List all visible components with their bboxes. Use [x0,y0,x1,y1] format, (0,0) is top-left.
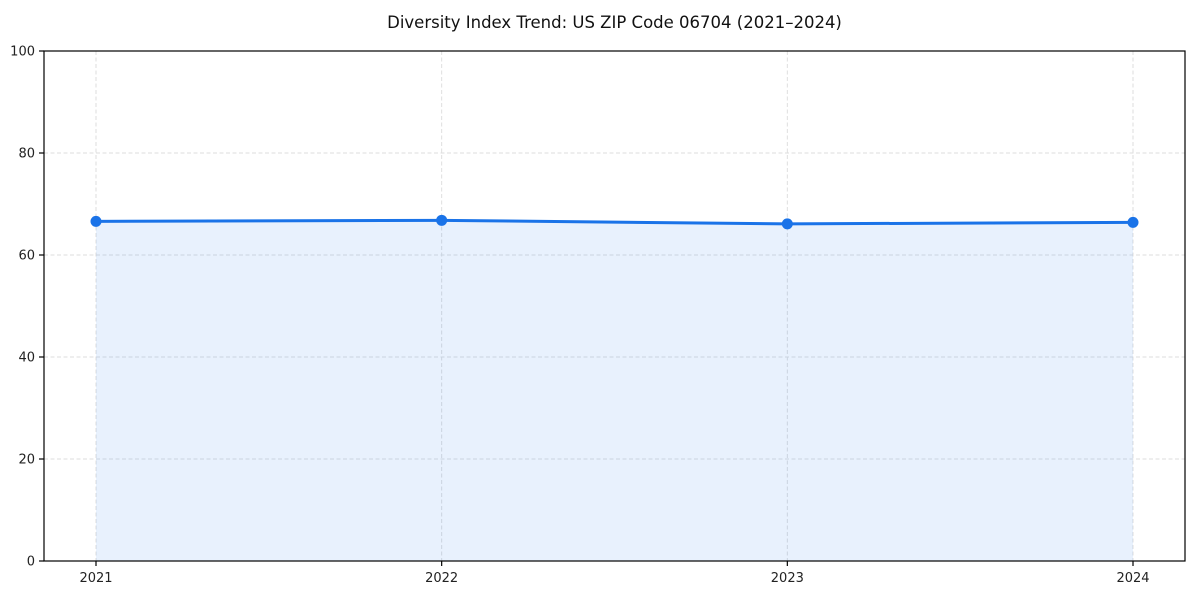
area-fill [96,220,1133,561]
plot-border [43,50,1186,562]
x-tick-label: 2022 [425,571,458,586]
y-tick-label: 60 [18,249,35,264]
chart-title: Diversity Index Trend: US ZIP Code 06704… [387,13,842,32]
y-tick-label: 100 [10,45,35,60]
y-tick-label: 80 [18,147,35,162]
x-tick-label: 2024 [1116,571,1149,586]
trend-line [94,218,1135,226]
y-tick-label: 20 [18,453,35,468]
y-tick-label: 0 [27,555,35,570]
data-point-marker [781,218,793,230]
data-point-marker [1127,216,1139,228]
data-point-marker [436,214,448,226]
x-tick-label: 2021 [79,571,112,586]
data-point-marker [90,215,102,227]
x-tick-label: 2023 [771,571,804,586]
y-tick-label: 40 [18,351,35,366]
